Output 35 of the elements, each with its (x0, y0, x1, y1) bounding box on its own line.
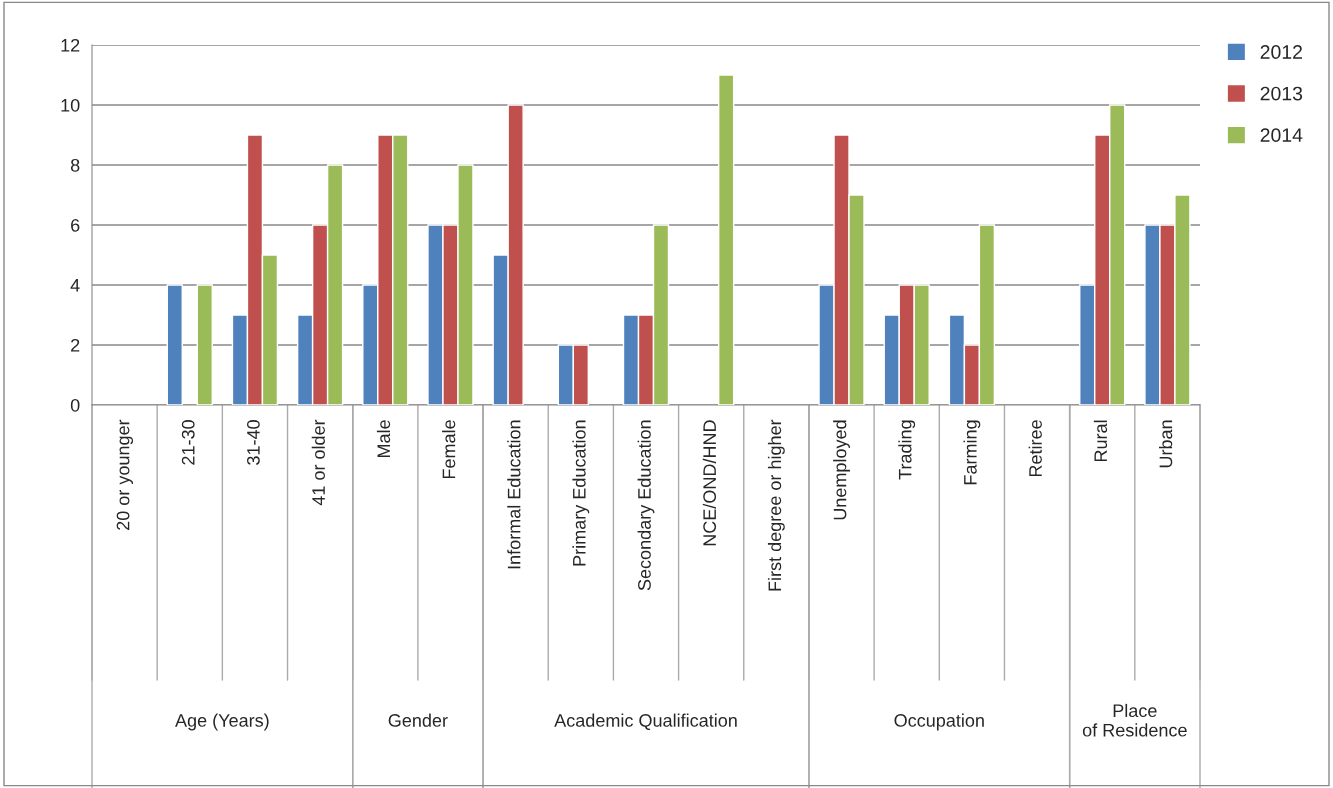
x-tick-label: Male (376, 420, 391, 458)
x-tick-label: First degree or higher (767, 419, 785, 591)
text: Age (Years) (175, 713, 269, 731)
text: Occupation (894, 713, 984, 731)
x-tick-label: Retiree (1028, 420, 1042, 477)
y-tick-label: 0 (70, 398, 80, 412)
y-tick-label: 12 (61, 38, 80, 52)
y-tick-label: 6 (71, 218, 80, 232)
x-tick-label: 20 or younger (116, 419, 133, 530)
text: Place of Residence (1082, 703, 1187, 737)
x-tick-label: Farming (963, 420, 981, 485)
x-tick-label: Primary Education (572, 420, 590, 566)
x-tick-label: Female (442, 420, 456, 479)
x-tick-label: Unemployed (833, 420, 850, 520)
x-tick-label: Rural (1093, 420, 1108, 462)
x-tick-label: 21-30 (181, 420, 195, 465)
bar (196, 284, 213, 405)
legend-label: 2014 (1260, 128, 1303, 143)
y-tick-label: 4 (70, 279, 80, 292)
x-tick-label: Informal Education (507, 420, 521, 569)
text: Gender (388, 713, 448, 727)
x-tick-label: Urban (1159, 420, 1173, 468)
x-tick-label: NCE/OND/HND (702, 420, 717, 546)
bar (717, 74, 735, 405)
bar (166, 284, 183, 405)
text: Academic Qualification (554, 713, 737, 731)
legend-label: 2012 (1260, 45, 1302, 59)
x-tick-label: Secondary Education (637, 420, 655, 591)
y-tick-label: 2 (71, 338, 80, 352)
legend-label: 2013 (1260, 86, 1303, 101)
x-tick-label: 41 or older (311, 419, 325, 506)
x-tick-label: 31-40 (247, 420, 260, 465)
y-tick-label: 8 (70, 158, 80, 172)
x-tick-label: Trading (898, 420, 916, 480)
y-tick-label: 10 (61, 98, 80, 112)
